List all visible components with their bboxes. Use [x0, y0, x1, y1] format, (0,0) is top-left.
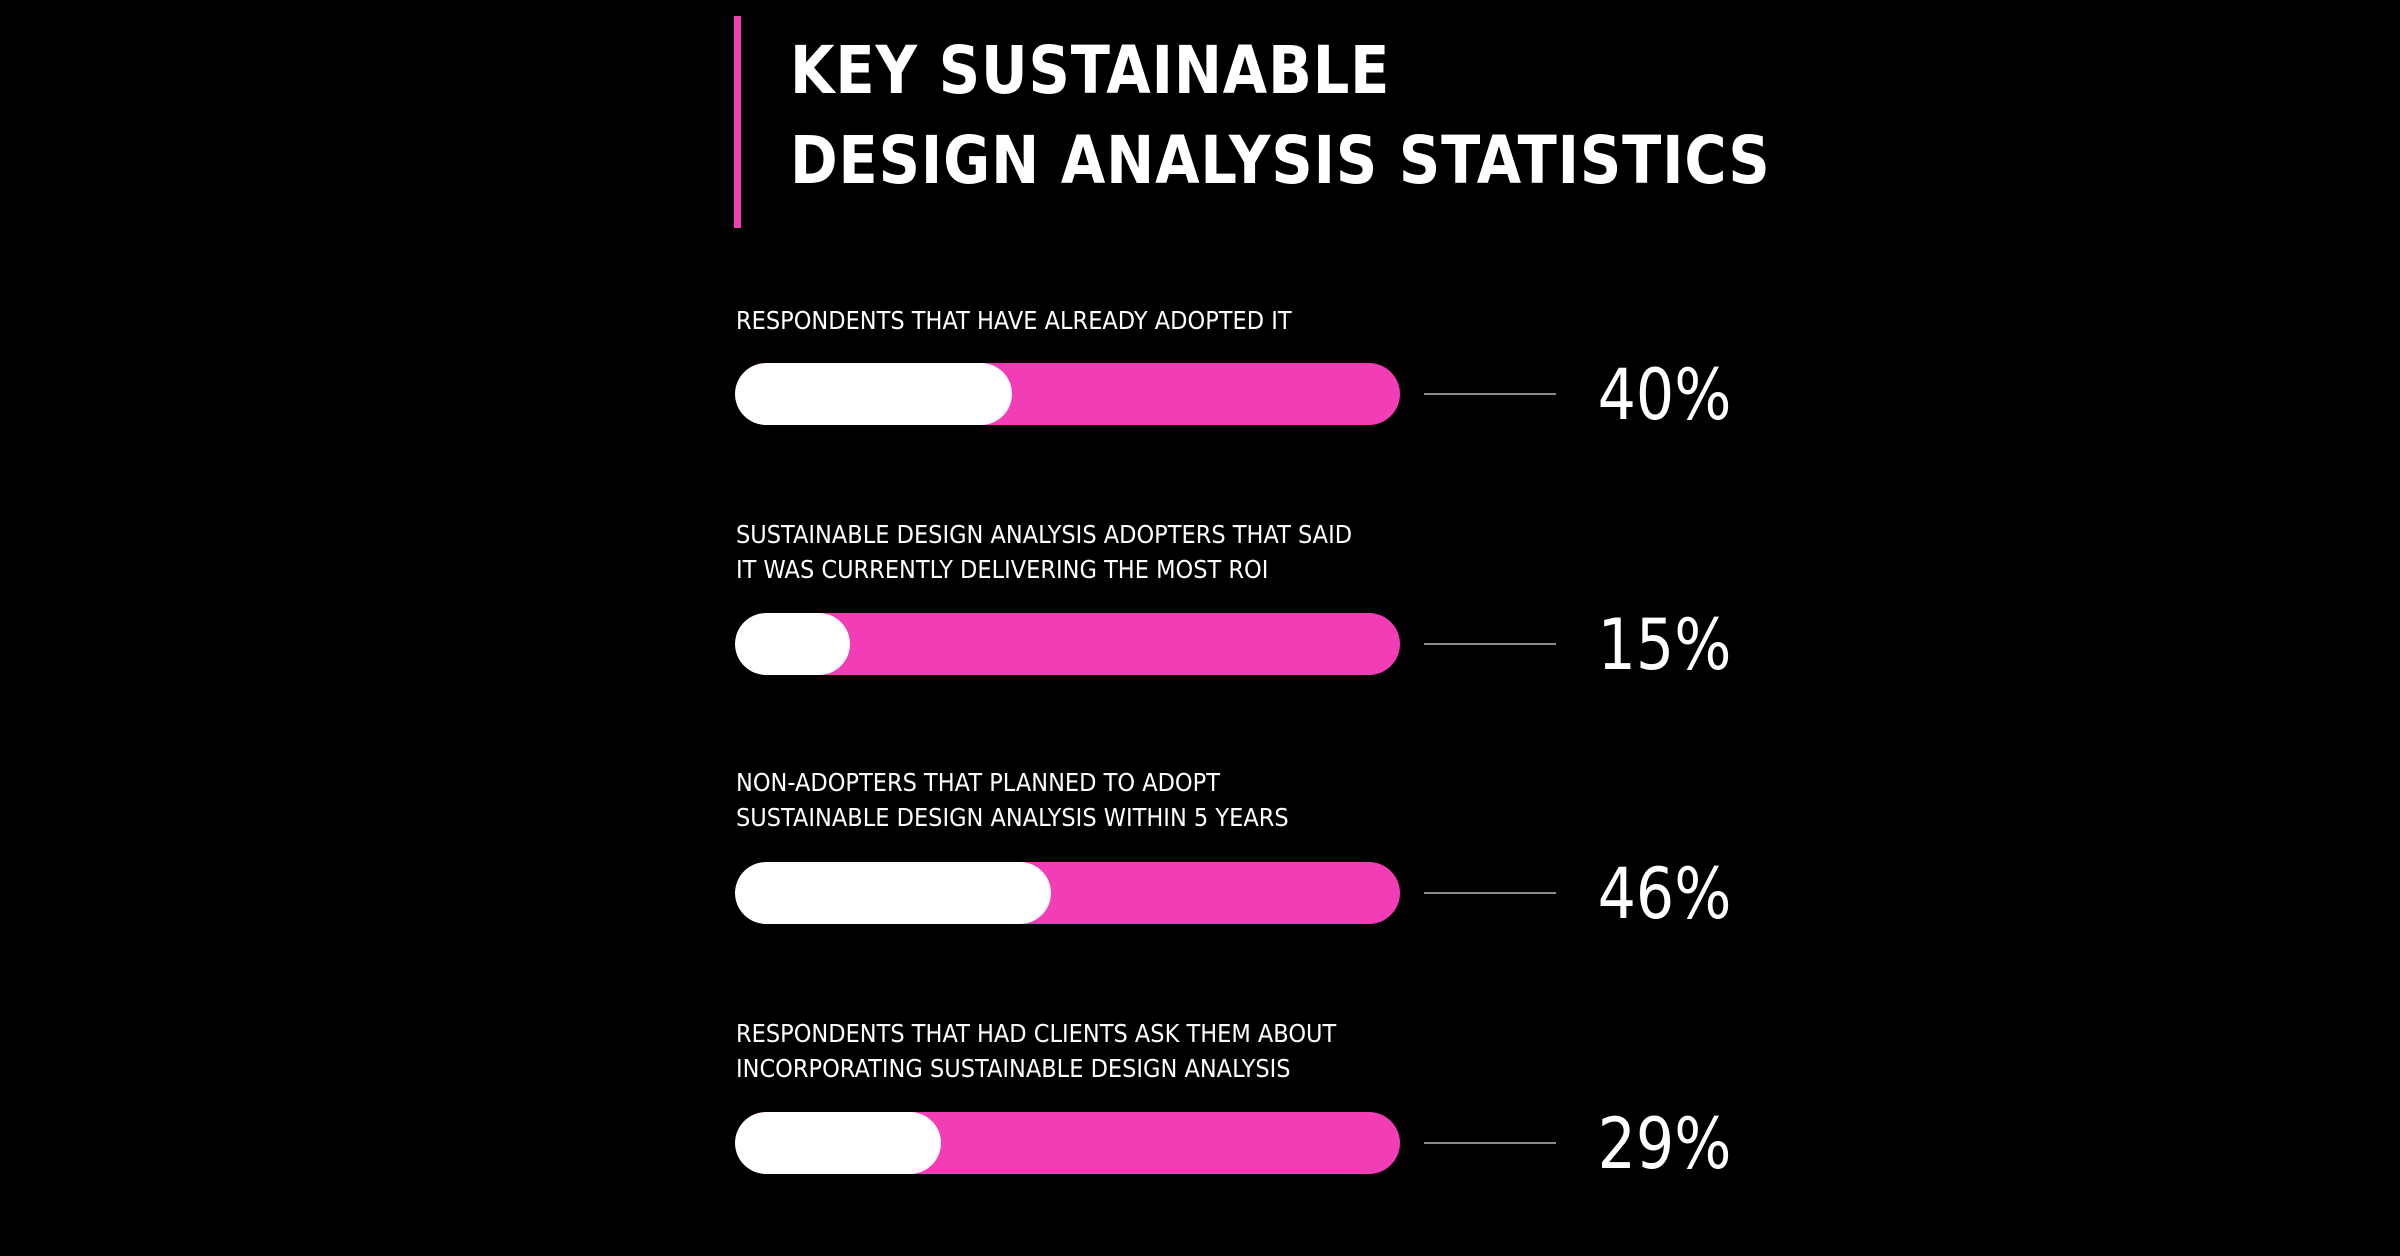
connector-line	[1424, 892, 1556, 894]
connector-line	[1424, 393, 1556, 395]
progress-bar-fill	[735, 613, 850, 675]
progress-bar-fill	[735, 1112, 941, 1174]
stat-label: RESPONDENTS THAT HAVE ALREADY ADOPTED IT	[736, 303, 1292, 338]
stat-label-line: IT WAS CURRENTLY DELIVERING THE MOST ROI	[736, 555, 1269, 584]
connector-line	[1424, 1142, 1556, 1144]
progress-bar-track	[735, 1112, 1400, 1174]
stat-label-line: RESPONDENTS THAT HAD CLIENTS ASK THEM AB…	[736, 1019, 1337, 1048]
percentage-value: 40%	[1597, 354, 1732, 436]
stat-label: NON-ADOPTERS THAT PLANNED TO ADOPT SUSTA…	[736, 765, 1289, 835]
stat-label-line: INCORPORATING SUSTAINABLE DESIGN ANALYSI…	[736, 1054, 1291, 1083]
stat-label-line: SUSTAINABLE DESIGN ANALYSIS WITHIN 5 YEA…	[736, 803, 1289, 832]
progress-bar-track	[735, 862, 1400, 924]
stat-label-line: SUSTAINABLE DESIGN ANALYSIS ADOPTERS THA…	[736, 520, 1353, 549]
progress-bar-fill	[735, 363, 1012, 425]
progress-bar-track	[735, 613, 1400, 675]
stat-label: RESPONDENTS THAT HAD CLIENTS ASK THEM AB…	[736, 1016, 1336, 1086]
progress-bar-fill	[735, 862, 1051, 924]
stat-label: SUSTAINABLE DESIGN ANALYSIS ADOPTERS THA…	[736, 517, 1352, 587]
stat-label-line: RESPONDENTS THAT HAVE ALREADY ADOPTED IT	[736, 306, 1292, 335]
percentage-value: 46%	[1597, 853, 1732, 935]
title-accent-bar	[734, 16, 741, 228]
percentage-value: 15%	[1597, 604, 1732, 686]
progress-bar-track	[735, 363, 1400, 425]
percentage-value: 29%	[1597, 1103, 1732, 1185]
stat-label-line: NON-ADOPTERS THAT PLANNED TO ADOPT	[736, 768, 1220, 797]
page-title-line-1: KEY SUSTAINABLE	[790, 32, 1391, 109]
connector-line	[1424, 643, 1556, 645]
page-title-line-2: DESIGN ANALYSIS STATISTICS	[790, 122, 1771, 199]
